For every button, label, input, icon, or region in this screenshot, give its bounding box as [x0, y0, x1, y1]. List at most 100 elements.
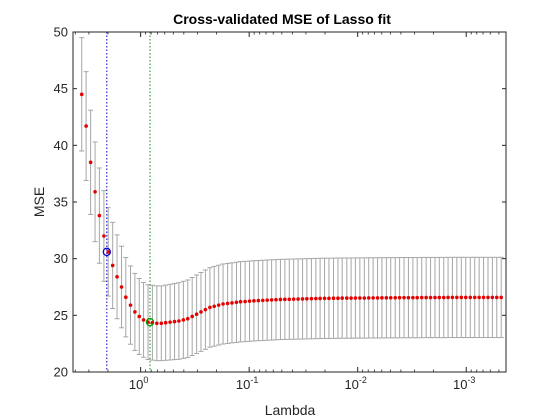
mse-point — [110, 263, 115, 268]
mse-point — [406, 295, 411, 300]
mse-point — [397, 295, 402, 300]
mse-point — [102, 234, 106, 238]
mse-point — [371, 296, 375, 300]
mse-point — [345, 296, 349, 300]
mse-point — [494, 295, 499, 300]
y-tick-label: 20 — [54, 365, 68, 380]
mse-point — [463, 295, 468, 300]
y-tick-label: 25 — [54, 308, 68, 323]
mse-point — [336, 296, 340, 301]
mse-point — [477, 295, 481, 300]
mse-point — [309, 296, 314, 301]
mse-point — [84, 124, 88, 128]
mse-point — [194, 312, 199, 317]
mse-point — [252, 299, 256, 303]
mse-point — [185, 316, 190, 321]
mse-point — [388, 295, 393, 300]
mse-point — [133, 310, 137, 314]
mse-point — [291, 297, 296, 301]
mse-point — [472, 295, 477, 300]
mse-point — [141, 318, 146, 322]
mse-point — [340, 296, 344, 300]
mse-point — [366, 296, 371, 300]
mse-point — [97, 213, 102, 218]
mse-point — [115, 275, 119, 279]
mse-point — [402, 295, 406, 300]
mse-point — [177, 319, 181, 323]
mse-point — [234, 300, 239, 305]
mse-point — [243, 299, 247, 304]
mse-point — [314, 296, 318, 301]
mse-point — [278, 297, 283, 302]
mse-point — [296, 297, 300, 301]
y-tick-label: 50 — [54, 25, 68, 40]
mse-point — [203, 307, 208, 312]
mse-point — [124, 295, 128, 300]
mse-point — [128, 303, 133, 307]
highlight-markers — [102, 247, 155, 327]
reference-lines — [106, 32, 151, 372]
mse-point — [265, 298, 270, 302]
mse-point — [93, 190, 97, 194]
mse-point — [106, 250, 111, 254]
mse-point — [274, 297, 278, 302]
mse-point — [318, 296, 322, 301]
x-tick-exponent: -1 — [250, 375, 258, 385]
mse-point — [190, 314, 194, 319]
mse-point — [79, 92, 84, 97]
min-mse-marker — [145, 317, 155, 327]
x-tick-label: 10-2 — [344, 375, 366, 392]
mse-point — [362, 296, 367, 300]
error-bars — [79, 37, 504, 362]
mse-point — [208, 305, 212, 310]
mse-point — [415, 295, 419, 300]
mse-point — [411, 295, 415, 300]
mse-point — [358, 296, 362, 300]
mse-point — [159, 321, 164, 326]
y-tick-label: 40 — [54, 138, 68, 153]
mse-point — [433, 295, 437, 300]
mse-point — [230, 301, 234, 305]
mse-point — [349, 296, 353, 300]
mse-point — [305, 296, 309, 301]
mse-point — [283, 297, 287, 302]
mse-point — [481, 295, 486, 300]
mse-point — [216, 303, 221, 307]
x-tick-label: 10-3 — [453, 375, 475, 392]
mse-point — [459, 295, 464, 300]
mse-point — [353, 296, 358, 300]
mse-point — [437, 295, 442, 300]
y-tick-label: 35 — [54, 195, 68, 210]
mse-point — [155, 321, 159, 326]
x-axis-label: Lambda — [265, 402, 316, 418]
mse-point — [212, 304, 216, 309]
mse-point — [269, 298, 274, 302]
mse-point — [424, 295, 428, 300]
mse-point — [327, 296, 331, 301]
x-tick-exponent: -2 — [359, 375, 367, 385]
mse-points — [79, 92, 504, 326]
mse-point — [384, 295, 389, 300]
mse-point — [247, 299, 252, 303]
mse-point — [455, 295, 459, 300]
mse-point — [199, 310, 203, 314]
x-tick-exponent: -3 — [467, 375, 475, 385]
mse-point — [260, 298, 265, 303]
mse-point — [181, 318, 186, 322]
mse-point — [88, 160, 93, 165]
mse-point — [172, 319, 177, 324]
chart-title: Cross-validated MSE of Lasso fit — [173, 11, 391, 27]
mse-point — [331, 296, 336, 301]
mse-point — [225, 301, 230, 306]
x-tick-label: 10-1 — [236, 375, 258, 392]
y-tick-label: 45 — [54, 81, 68, 96]
mse-point — [168, 320, 172, 324]
mse-point — [256, 298, 261, 303]
mse-point — [393, 295, 398, 300]
mse-point — [450, 295, 455, 300]
mse-point — [238, 299, 243, 304]
y-axis-label: MSE — [31, 187, 47, 217]
mse-point — [163, 320, 168, 325]
